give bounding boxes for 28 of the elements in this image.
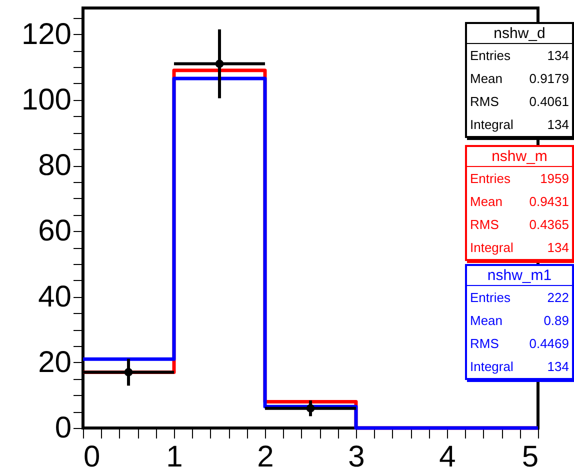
text: RMS 0.4469 xyxy=(470,336,569,351)
x-tick-label: 4 xyxy=(439,440,456,470)
y-tick-label: 80 xyxy=(38,149,72,182)
y-tick-label: 60 xyxy=(38,214,72,248)
x-tick-label: 0 xyxy=(84,440,100,470)
text: Entries 134 xyxy=(470,48,569,63)
text: Entries 1959 xyxy=(470,171,569,186)
x-tick-label: 3 xyxy=(348,440,365,470)
text: Mean 0.9179 xyxy=(470,71,569,86)
x-tick-label: 5 xyxy=(522,440,538,470)
y-tick-label: 20 xyxy=(38,346,72,379)
y-tick-label: 40 xyxy=(38,280,72,314)
x-tick-label: 2 xyxy=(257,440,274,470)
x-tick-label: 1 xyxy=(166,440,183,470)
y-tick-label: 120 xyxy=(21,18,72,51)
text: Mean 0.9431 xyxy=(470,194,569,209)
text: Integral 134 xyxy=(470,359,569,374)
text: nshw_d xyxy=(467,24,572,44)
text: Entries 222 xyxy=(470,290,569,305)
text: nshw_m1 xyxy=(467,266,572,286)
text: Integral 134 xyxy=(470,240,569,255)
text: RMS 0.4061 xyxy=(470,94,569,109)
text: Mean 0.89 xyxy=(470,313,569,328)
text: RMS 0.4365 xyxy=(470,217,569,232)
y-tick-label: 0 xyxy=(54,412,72,444)
text: Integral 134 xyxy=(470,117,569,132)
y-tick-label: 100 xyxy=(21,83,72,116)
text: nshw_m xyxy=(467,147,572,167)
